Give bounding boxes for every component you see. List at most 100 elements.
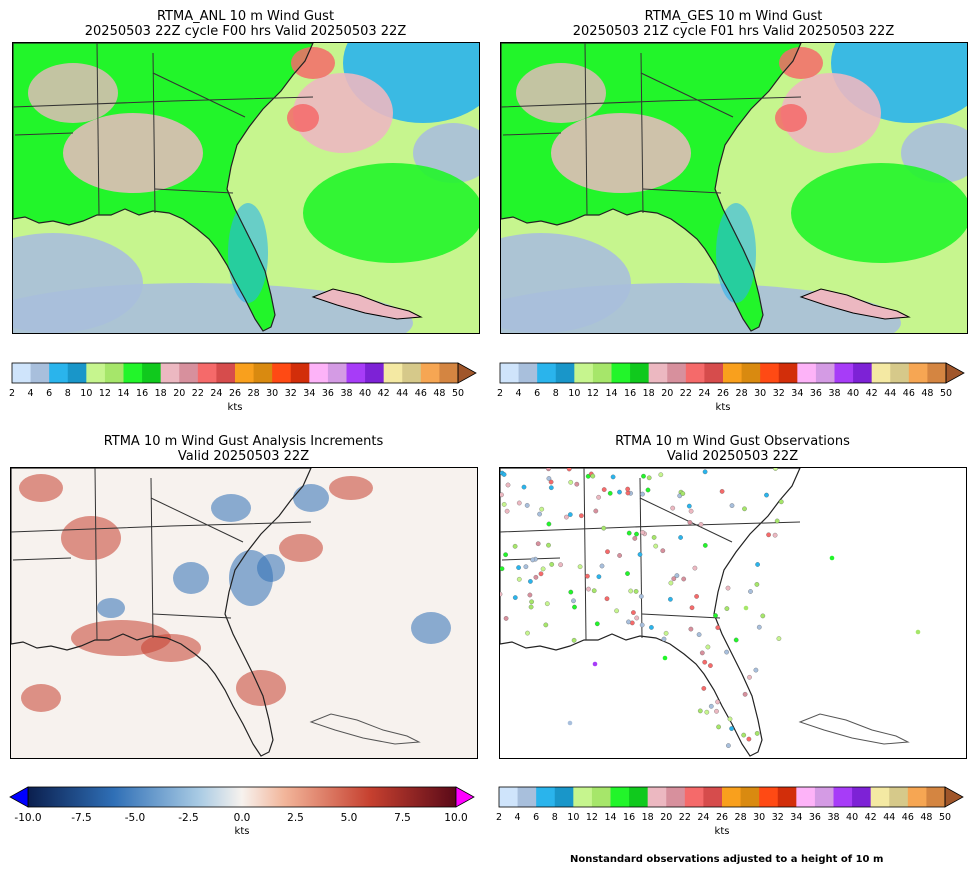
colorbar-tick-label: 8: [551, 812, 558, 823]
colorbar-tick-label: 24: [697, 812, 710, 823]
colorbar-swatch: [629, 787, 649, 807]
colorbar-tick-label: 10: [567, 812, 580, 823]
colorbar-swatch: [517, 787, 537, 807]
colorbar-tick-label: 10: [568, 388, 581, 399]
colorbar-swatch: [365, 363, 385, 383]
colorbar-tick-label: 20: [173, 388, 186, 399]
colorbar-tick-label: 30: [754, 388, 767, 399]
colorbar-swatch: [235, 363, 255, 383]
colorbar-tick-label: 12: [585, 812, 598, 823]
colorbar-tick-label: 44: [396, 388, 409, 399]
colorbar-swatch: [777, 787, 797, 807]
colorbar-tick-label: 44: [884, 388, 897, 399]
colorbar-swatch: [834, 363, 854, 383]
colorbar-tick-label: 8: [552, 388, 559, 399]
colorbar-gradient: [27, 786, 457, 808]
colorbar-extend-over: [455, 786, 475, 808]
colorbar-tick-label: 24: [210, 388, 223, 399]
colorbar-tick-label: -7.5: [71, 812, 92, 824]
ges-title: RTMA_GES 10 m Wind Gust 20250503 21Z cyc…: [500, 9, 967, 39]
colorbar-swatch: [500, 363, 520, 383]
colorbar-tick-label: 40: [847, 388, 860, 399]
colorbar-tick-label: 10: [80, 388, 93, 399]
obs-title-line1: RTMA 10 m Wind Gust Observations: [615, 434, 850, 449]
colorbar-swatch: [142, 363, 162, 383]
colorbar-tick-label: 4: [27, 388, 34, 399]
colorbar-tick-label: 28: [735, 388, 748, 399]
colorbar-swatch: [555, 363, 575, 383]
colorbar-swatch: [815, 363, 835, 383]
colorbar-tick-label: 38: [828, 388, 841, 399]
inc-title: RTMA 10 m Wind Gust Analysis Increments …: [10, 434, 477, 464]
colorbar-swatch: [591, 787, 611, 807]
colorbar-swatch: [30, 363, 50, 383]
colorbar-swatch: [666, 787, 686, 807]
colorbar-tick-label: 5.0: [340, 812, 358, 824]
colorbar-tick-label: 48: [920, 812, 933, 823]
anl-colorbar: 2 4 6 8 10 12 14 16 18 20 22 24 26 28 30 32 34 36 38 40 42 44…: [9, 362, 478, 422]
colorbar-tick-label: 26: [715, 812, 729, 823]
colorbar-tick-label: 20: [660, 812, 673, 823]
colorbar-tick-label: 38: [827, 812, 840, 823]
colorbar-tick-label: 28: [247, 388, 260, 399]
colorbar-swatch: [647, 787, 667, 807]
colorbar-swatch: [536, 787, 556, 807]
colorbar-swatch: [104, 363, 124, 383]
inc-map: [10, 467, 478, 759]
ges-title-line1: RTMA_GES 10 m Wind Gust: [644, 9, 823, 24]
colorbar-tick-label: 4: [515, 388, 522, 399]
colorbar-tick-label: 12: [586, 388, 599, 399]
colorbar-swatch: [537, 363, 557, 383]
colorbar-tick-label: 28: [734, 812, 747, 823]
colorbar-tick-label: 46: [902, 388, 915, 399]
colorbar-tick-label: 32: [771, 812, 784, 823]
colorbar-swatch: [667, 363, 687, 383]
colorbar-swatch: [518, 363, 538, 383]
anl-map: [12, 42, 480, 334]
colorbar-tick-label: 16: [624, 388, 637, 399]
colorbar-tick-label: 22: [678, 812, 691, 823]
colorbar-swatch: [179, 363, 199, 383]
colorbar-tick-label: 34: [790, 812, 803, 823]
colorbar-tick-label: 48: [921, 388, 934, 399]
colorbar-tick-label: 36: [809, 388, 822, 399]
ges-map: [500, 42, 968, 334]
colorbar-swatch: [685, 363, 705, 383]
colorbar-tick-label: 36: [808, 812, 821, 823]
anl-title: RTMA_ANL 10 m Wind Gust 20250503 22Z cyc…: [12, 9, 479, 39]
colorbar-tick-label: 34: [303, 388, 316, 399]
colorbar-swatch: [160, 363, 180, 383]
colorbar-swatch: [926, 787, 946, 807]
colorbar-swatch: [814, 787, 834, 807]
colorbar-tick-label: 42: [864, 812, 877, 823]
colorbar-tick-label: 34: [791, 388, 804, 399]
colorbar-tick-label: 42: [377, 388, 390, 399]
obs-footnote: Nonstandard observations adjusted to a h…: [570, 854, 884, 865]
colorbar-tick-label: 42: [865, 388, 878, 399]
inc-map-svg: [11, 468, 477, 758]
colorbar-swatch: [648, 363, 668, 383]
colorbar-tick-label: 18: [641, 812, 654, 823]
colorbar-tick-label: 40: [846, 812, 859, 823]
colorbar-swatch: [759, 787, 779, 807]
ges-title-line2: 20250503 21Z cycle F01 hrs Valid 2025050…: [572, 24, 895, 39]
colorbar-swatch: [722, 787, 742, 807]
colorbar-tick-label: 0.0: [233, 812, 251, 824]
colorbar-tick-label: 30: [266, 388, 279, 399]
colorbar-swatch: [383, 363, 403, 383]
colorbar-tick-label: 16: [136, 388, 149, 399]
anl-title-line1: RTMA_ANL 10 m Wind Gust: [156, 9, 335, 24]
colorbar-tick-label: 22: [191, 388, 204, 399]
colorbar-swatch: [309, 363, 329, 383]
colorbar-tick-label: 50: [939, 388, 953, 399]
colorbar-tick-label: 8: [64, 388, 71, 399]
anl-title-line2: 20250503 22Z cycle F00 hrs Valid 2025050…: [84, 24, 407, 39]
colorbar-swatch: [630, 363, 650, 383]
colorbar-unit: kts: [227, 402, 243, 413]
colorbar-tick-label: 50: [451, 388, 465, 399]
colorbar-tick-label: 20: [661, 388, 674, 399]
colorbar-swatch: [573, 787, 593, 807]
colorbar-swatch: [402, 363, 422, 383]
colorbar-unit: kts: [715, 402, 731, 413]
inc-title-line2: Valid 20250503 22Z: [177, 449, 310, 464]
